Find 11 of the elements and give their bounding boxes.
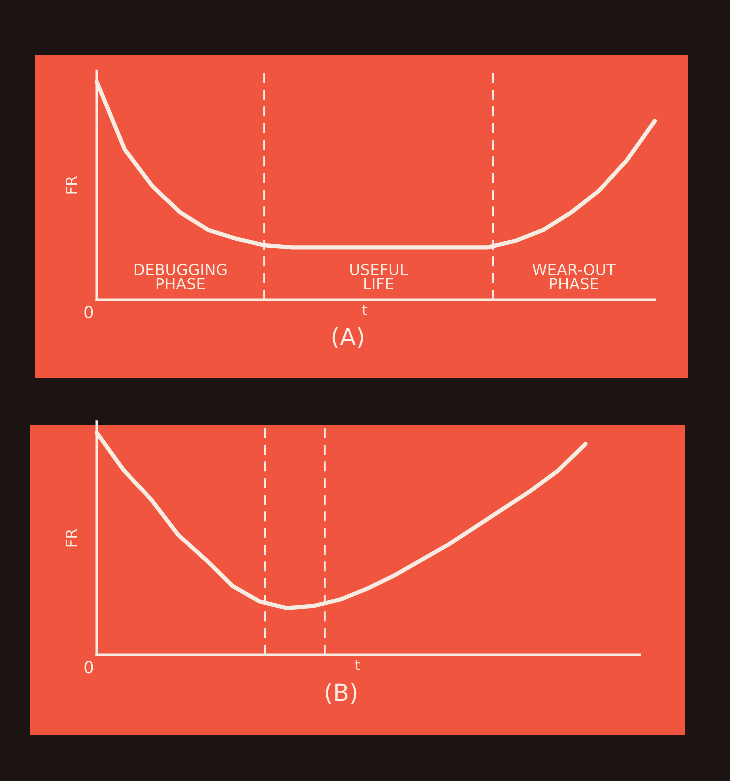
y-axis-title: FR bbox=[66, 529, 78, 547]
text: (A) bbox=[332, 328, 364, 349]
text: (B) bbox=[326, 683, 357, 704]
y-axis-title: FR bbox=[66, 176, 78, 194]
x-axis-title: t bbox=[362, 305, 368, 316]
x-axis-title: t bbox=[355, 660, 360, 670]
annotation: USEFUL LIFE bbox=[350, 264, 408, 290]
annotation: DEBUGGING PHASE bbox=[134, 264, 227, 290]
annotation: WEAR-OUT PHASE bbox=[532, 264, 616, 290]
text: 0 bbox=[84, 306, 94, 319]
text: 0 bbox=[84, 661, 94, 674]
